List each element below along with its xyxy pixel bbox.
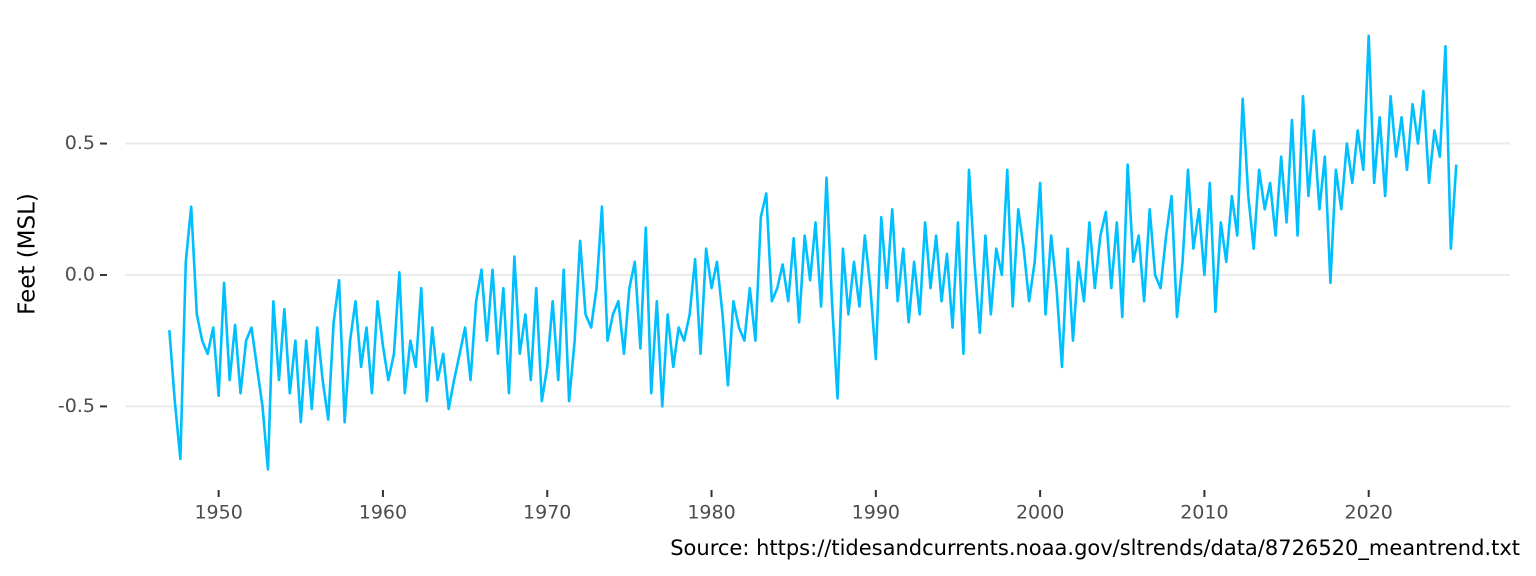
x-tick-label: 1960 xyxy=(359,502,407,524)
x-tick-label: 1980 xyxy=(687,502,735,524)
x-tick-label: 2020 xyxy=(1345,502,1393,524)
y-tick-label: 0.0 xyxy=(65,263,95,285)
x-tick-label: 2010 xyxy=(1180,502,1228,524)
x-tick-label: 1950 xyxy=(194,502,242,524)
y-tick-label: 0.5 xyxy=(65,132,95,154)
x-tick-label: 1970 xyxy=(523,502,571,524)
y-tick-label: -0.5 xyxy=(58,395,95,417)
y-axis-label: Feet (MSL) xyxy=(15,193,41,315)
x-tick-label: 1990 xyxy=(852,502,900,524)
caption: Source: https://tidesandcurrents.noaa.go… xyxy=(670,536,1520,561)
x-tick-label: 2000 xyxy=(1016,502,1064,524)
sea-level-line xyxy=(168,34,1458,471)
